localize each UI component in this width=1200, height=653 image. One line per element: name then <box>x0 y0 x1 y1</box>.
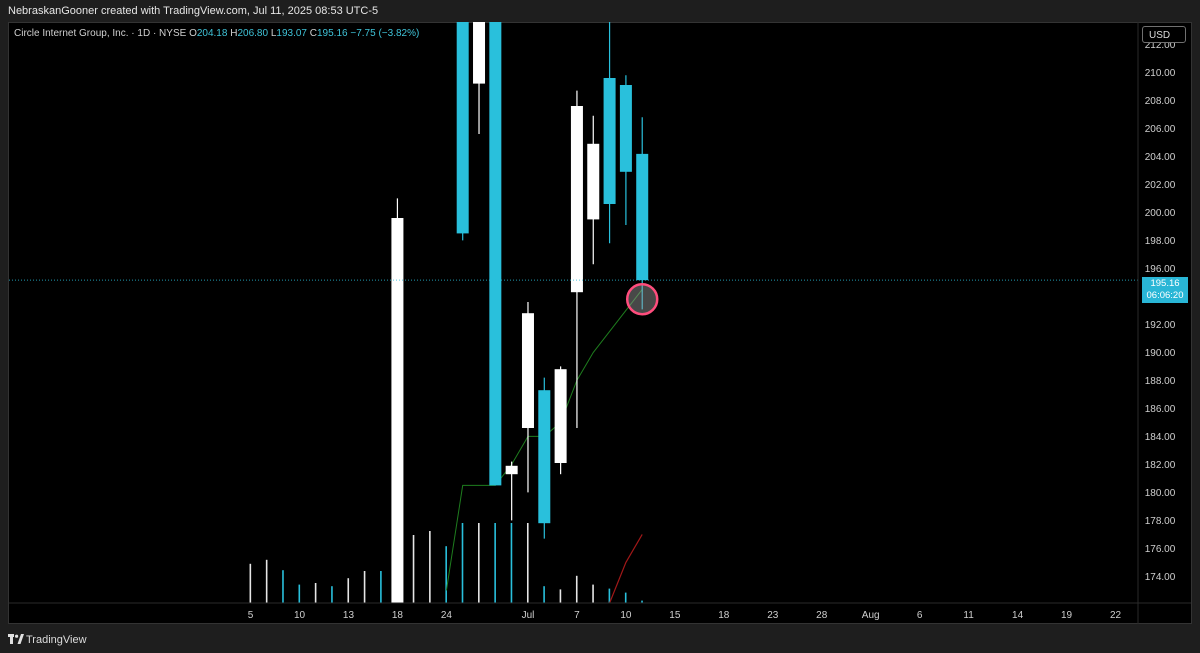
x-tick-label: 11 <box>963 610 974 621</box>
x-tick-label: 22 <box>1110 610 1122 621</box>
y-tick-label: 198.00 <box>1145 236 1176 247</box>
y-tick-label: 174.00 <box>1145 572 1176 583</box>
y-tick-label: 210.00 <box>1145 68 1176 79</box>
candle-body[interactable] <box>489 22 502 486</box>
candle-body[interactable] <box>570 106 583 293</box>
candle-body[interactable] <box>521 313 534 428</box>
y-tick-label: 178.00 <box>1145 516 1176 527</box>
high-value: 206.80 <box>237 28 269 39</box>
x-tick-label: 24 <box>441 610 453 621</box>
x-tick-label: 10 <box>294 610 306 621</box>
volume-bar <box>494 523 496 603</box>
x-tick-label: 7 <box>574 610 580 621</box>
volume-bar <box>592 584 594 603</box>
highlight-circle <box>625 282 659 316</box>
candle-body[interactable] <box>587 143 600 220</box>
volume-bar <box>249 563 252 603</box>
footer-bar: TradingView <box>0 626 1200 653</box>
tradingview-logo-icon <box>8 634 24 644</box>
volume-bar <box>445 546 447 603</box>
y-tick-label: 208.00 <box>1145 96 1176 107</box>
currency-button[interactable]: USD <box>1142 26 1186 43</box>
x-tick-label: Jul <box>522 610 535 621</box>
volume-bar <box>265 559 268 603</box>
y-tick-label: 206.00 <box>1145 124 1176 135</box>
last-price-value: 195.16 <box>1150 278 1180 289</box>
symbol-title: Circle Internet Group, Inc. · 1D · NYSE <box>14 28 187 39</box>
y-tick-label: 204.00 <box>1145 152 1176 163</box>
x-tick-label: 13 <box>343 610 355 621</box>
y-tick-label: 196.00 <box>1145 264 1176 275</box>
open-label: O <box>189 28 197 39</box>
volume-bar <box>347 578 350 603</box>
volume-bar <box>526 523 529 603</box>
low-value: 193.07 <box>276 28 307 39</box>
change-value: −7.75 (−3.82%) <box>350 28 420 39</box>
y-tick-label: 212.00 <box>1145 40 1176 51</box>
x-tick-label: 19 <box>1061 610 1073 621</box>
volume-bar <box>363 571 366 603</box>
volume-bar <box>314 583 317 603</box>
candle-body[interactable] <box>636 153 649 281</box>
x-tick-label: 10 <box>620 610 632 621</box>
x-tick-label: 15 <box>669 610 681 621</box>
candle-body[interactable] <box>619 85 632 172</box>
high-label: H <box>230 28 238 39</box>
candle-body[interactable] <box>391 218 404 603</box>
y-tick-label: 192.00 <box>1145 320 1176 331</box>
volume-bar <box>641 600 643 603</box>
y-tick-label: 176.00 <box>1145 544 1176 555</box>
x-tick-label: 23 <box>767 610 779 621</box>
footer-brand: TradingView <box>26 634 87 646</box>
candle-body[interactable] <box>603 78 616 204</box>
candle-body[interactable] <box>538 390 551 524</box>
volume-bar <box>331 586 333 603</box>
x-tick-label: 28 <box>816 610 828 621</box>
volume-bar <box>461 523 464 603</box>
x-tick-label: 18 <box>718 610 730 621</box>
attribution-bar: NebraskanGooner created with TradingView… <box>0 0 1200 22</box>
candle-body[interactable] <box>505 465 518 475</box>
volume-bar <box>624 592 627 603</box>
candle-body[interactable] <box>554 369 567 463</box>
y-tick-label: 188.00 <box>1145 376 1176 387</box>
y-tick-label: 190.00 <box>1145 348 1176 359</box>
volume-bar <box>380 571 382 603</box>
y-tick-label: 200.00 <box>1145 208 1176 219</box>
symbol-legend: Circle Internet Group, Inc. · 1D · NYSE … <box>14 28 419 39</box>
volume-average-line <box>609 534 643 603</box>
volume-bar <box>282 570 284 603</box>
volume-bar <box>608 588 611 603</box>
volume-bar <box>412 535 415 603</box>
last-price-tag: 195.16 06:06:20 <box>1142 277 1188 303</box>
open-value: 204.18 <box>196 28 228 39</box>
x-tick-label: 18 <box>392 610 404 621</box>
y-tick-label: 186.00 <box>1145 404 1176 415</box>
volume-bar <box>510 523 513 603</box>
bar-countdown: 06:06:20 <box>1146 290 1184 301</box>
candle-body[interactable] <box>473 22 486 84</box>
volume-bar <box>575 575 578 603</box>
y-tick-label: 182.00 <box>1145 460 1176 471</box>
volume-bar <box>298 584 301 603</box>
close-label: C <box>309 28 317 39</box>
low-label: L <box>270 28 277 39</box>
volume-bar <box>559 589 562 603</box>
volume-bar <box>543 586 545 603</box>
candle-body[interactable] <box>456 22 469 234</box>
attribution-text: NebraskanGooner created with TradingView… <box>8 5 379 17</box>
x-tick-label: 5 <box>248 610 254 621</box>
volume-bar <box>478 523 480 603</box>
close-value: 195.16 <box>317 28 348 39</box>
x-tick-label: Aug <box>862 610 880 621</box>
y-tick-label: 180.00 <box>1145 488 1176 499</box>
chart-pane[interactable] <box>8 22 1192 624</box>
x-tick-label: 6 <box>917 610 923 621</box>
y-tick-label: 184.00 <box>1145 432 1176 443</box>
y-tick-label: 202.00 <box>1145 180 1176 191</box>
volume-bar <box>429 531 431 603</box>
x-tick-label: 14 <box>1012 610 1024 621</box>
